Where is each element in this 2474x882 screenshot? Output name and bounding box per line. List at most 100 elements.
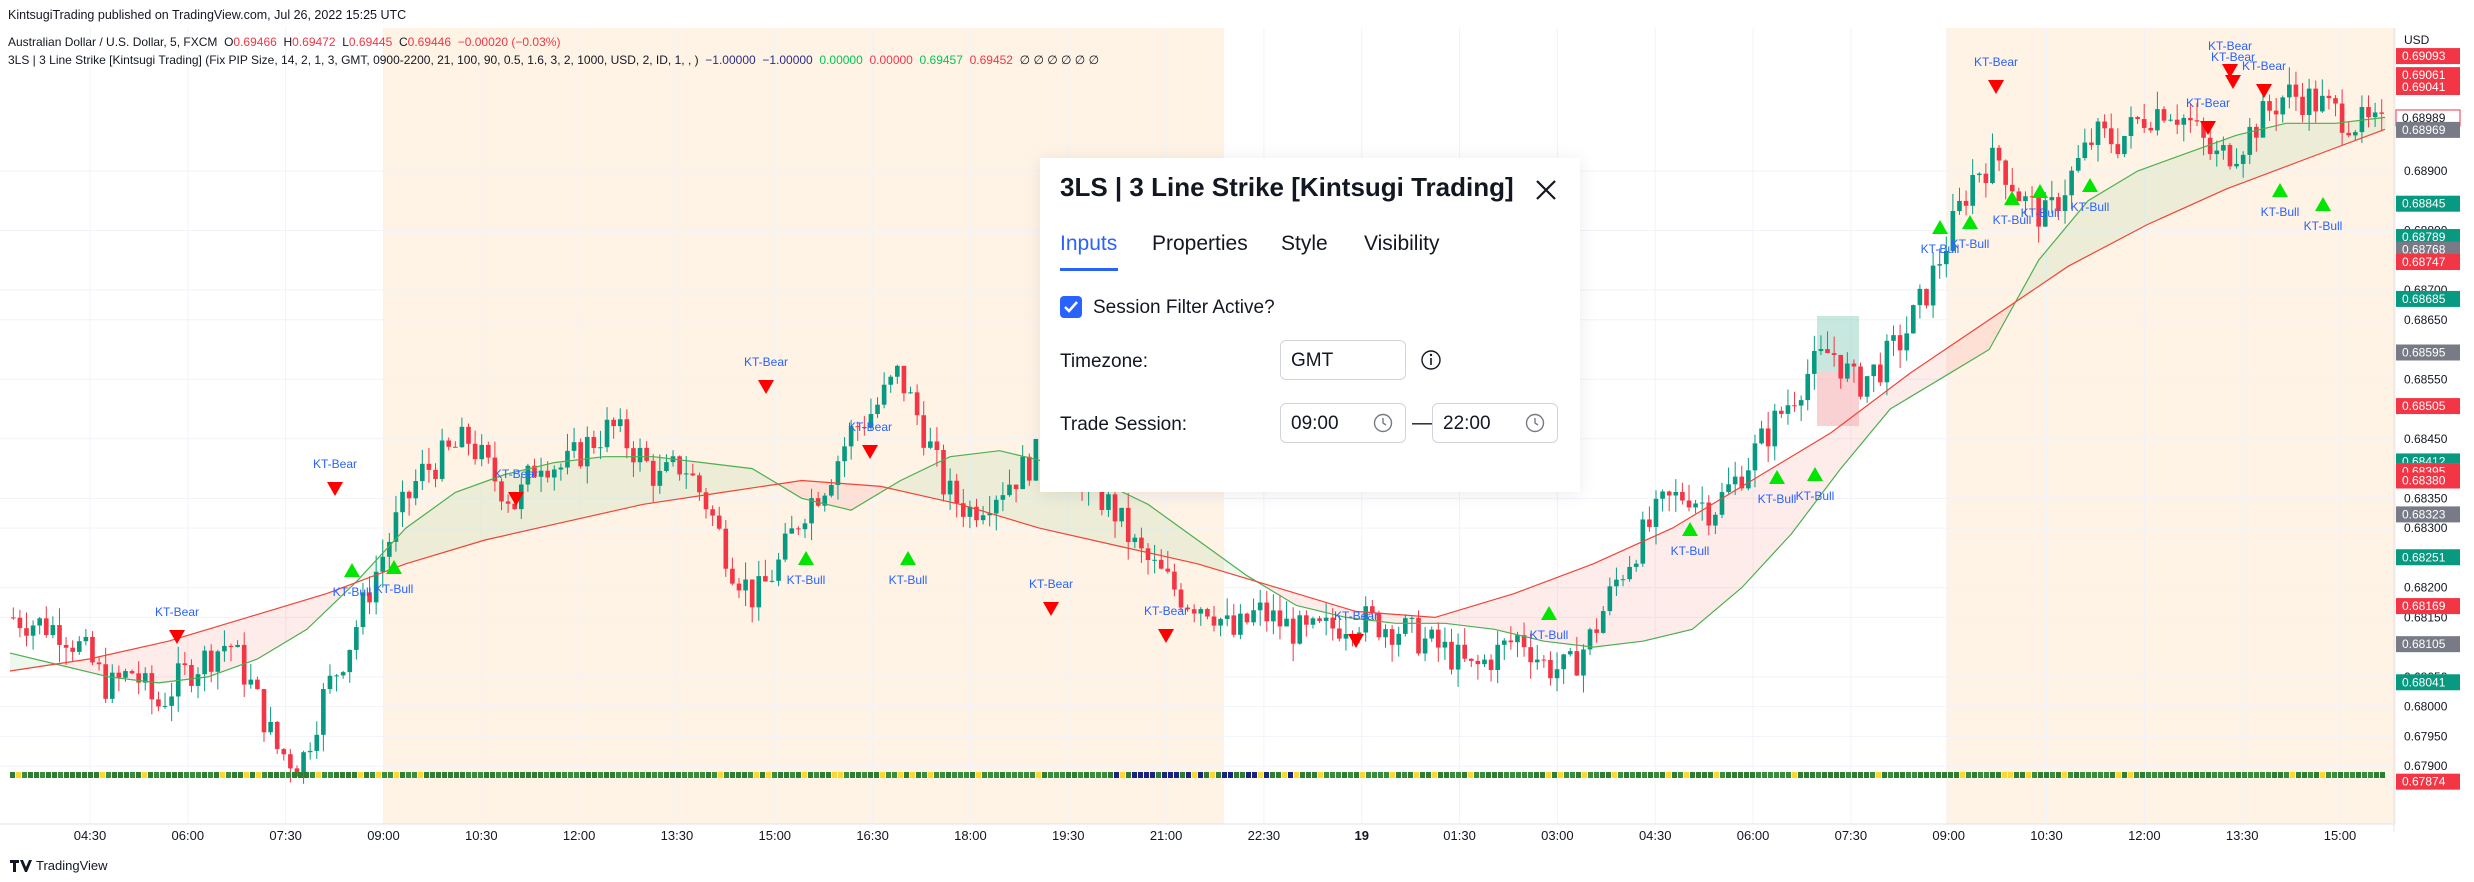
time-axis[interactable]: 04:30 06:00 07:30 09:00 10:30 12:00 13:30 15:00… [74, 828, 2357, 843]
candle-body [472, 443, 478, 460]
ema-fill-slice [1462, 607, 1468, 627]
signal-label: KT-Bear [1144, 604, 1188, 618]
candle-body [268, 721, 273, 733]
timezone-input[interactable]: GMT [1280, 340, 1406, 380]
tab-style[interactable]: Style [1281, 232, 1328, 255]
session-strip-cell [556, 772, 561, 778]
clock-icon[interactable] [1524, 412, 1546, 434]
candle-body [413, 481, 419, 499]
ema-fill-slice [1660, 531, 1666, 638]
candle-body [868, 414, 874, 428]
ema-fill-slice [1498, 596, 1504, 632]
session-strip-cell [742, 772, 747, 778]
session-strip-cell [1330, 772, 1335, 778]
candle-body [2128, 117, 2134, 136]
session-strip-cell [1870, 772, 1875, 778]
candle-body [776, 559, 781, 581]
session-strip-cell [286, 772, 291, 778]
candle-body [24, 628, 29, 636]
price-tick-label: 0.68350 [2404, 491, 2448, 505]
candle-body [1099, 475, 1105, 510]
candle-body [1660, 491, 1665, 499]
ema-fill-slice [622, 456, 628, 510]
session-strip-cell [1954, 772, 1959, 778]
ema-fill-slice [1150, 505, 1156, 555]
session-strip-cell [2188, 772, 2193, 778]
ema-fill-slice [1192, 536, 1198, 564]
signal-label: KT-Bear [155, 605, 199, 619]
ema-fill-slice [1198, 540, 1204, 566]
candle-body [1396, 633, 1402, 645]
tab-properties[interactable]: Properties [1152, 232, 1248, 255]
candle-body [743, 579, 748, 591]
session-strip-cell [1432, 772, 1437, 778]
candle-body [2036, 196, 2041, 227]
candle-body [1924, 288, 1929, 306]
candle-body [1198, 609, 1204, 614]
session-band [1946, 28, 2396, 824]
candle-body [1627, 566, 1632, 580]
session-strip-cell [1672, 772, 1677, 778]
ema-fill-slice [1588, 563, 1594, 648]
session-strip-cell [1042, 772, 1047, 778]
session-strip-cell [2224, 772, 2229, 778]
session-strip-cell [1726, 772, 1731, 778]
candle-body [644, 447, 649, 461]
tab-visibility[interactable]: Visibility [1364, 232, 1440, 255]
ema-fill-slice [1642, 539, 1648, 642]
session-strip-cell [298, 772, 303, 778]
bull-signal-marker [344, 563, 360, 577]
session-strip-cell [1876, 772, 1881, 778]
ema-fill-slice [964, 454, 970, 508]
session-strip-cell [892, 772, 897, 778]
session-strip-cell [280, 772, 285, 778]
tab-inputs[interactable]: Inputs [1060, 232, 1118, 255]
session-strip-cell [1228, 772, 1233, 778]
session-strip-cell [1174, 772, 1179, 778]
session-filter-checkbox[interactable] [1060, 296, 1082, 318]
session-start-input[interactable]: 09:00 [1280, 403, 1406, 443]
session-strip-cell [2380, 772, 2385, 778]
indicator-value: 0.00000 [819, 53, 863, 67]
clock-icon[interactable] [1372, 412, 1394, 434]
candle-body [631, 448, 636, 463]
signal-label: KT-Bear [2208, 39, 2252, 53]
indicator-title[interactable]: 3LS | 3 Line Strike [Kintsugi Trading] (… [8, 53, 699, 67]
session-strip-cell [694, 772, 699, 778]
candle-body [1680, 491, 1685, 501]
session-strip-cell [784, 772, 789, 778]
session-strip-cell [628, 772, 633, 778]
session-strip-cell [424, 772, 429, 778]
ema-fill-slice [1936, 351, 1942, 382]
candle-body [1409, 617, 1415, 619]
session-strip-cell [1414, 772, 1419, 778]
info-icon[interactable] [1420, 349, 1442, 371]
ema-fill-slice [1900, 376, 1906, 404]
ema-fill-slice [1438, 614, 1444, 624]
ema-fill-slice [1618, 549, 1624, 645]
candle-body [1376, 612, 1382, 638]
symbol-name[interactable]: Australian Dollar / U.S. Dollar, 5, FXCM [8, 35, 218, 49]
candle-body [2280, 97, 2286, 115]
ema-fill-slice [718, 464, 724, 494]
ema-fill-slice [2164, 159, 2170, 218]
session-strip-cell [562, 772, 567, 778]
candle-body [967, 506, 973, 517]
price-badge-label: 0.68969 [2402, 123, 2446, 137]
session-filter-label[interactable]: Session Filter Active? [1093, 297, 1275, 318]
session-strip-cell [514, 772, 519, 778]
close-icon[interactable] [1532, 176, 1560, 204]
ema-fill-slice [118, 651, 124, 679]
price-badge-label: 0.68380 [2402, 473, 2446, 487]
bear-signal-marker [758, 380, 774, 394]
session-strip-cell [1018, 772, 1023, 778]
price-tick-label: 0.68300 [2404, 521, 2448, 535]
candle-body [1449, 641, 1454, 670]
session-end-input[interactable]: 22:00 [1432, 403, 1558, 443]
time-tick-label: 12:00 [2128, 828, 2161, 843]
ema-fill-slice [2134, 170, 2140, 232]
session-strip-cell [106, 772, 111, 778]
ema-fill-slice [796, 480, 802, 499]
session-strip-cell [862, 772, 867, 778]
bull-signal-marker [1962, 215, 1978, 229]
